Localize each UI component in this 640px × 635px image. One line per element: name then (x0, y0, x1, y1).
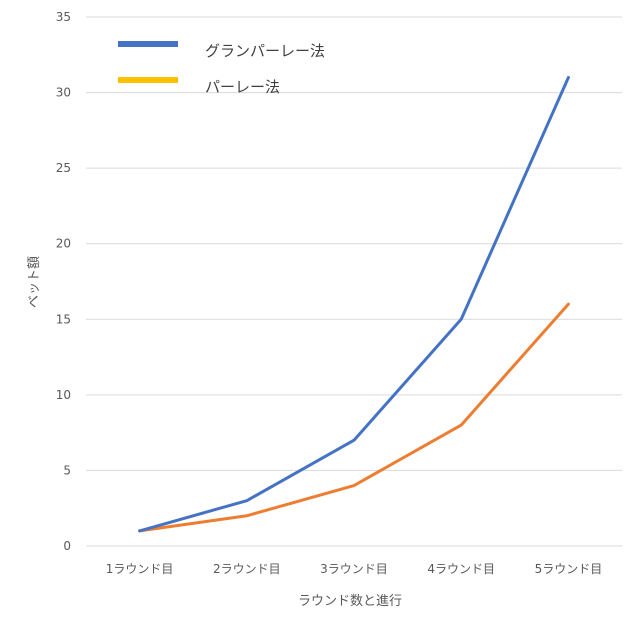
x-axis-title: ラウンド数と進行 (298, 594, 402, 609)
y-tick-label: 10 (56, 388, 71, 402)
legend-swatch-grand-parlay (118, 41, 178, 47)
y-tick-label: 5 (63, 463, 71, 477)
x-tick-label: 5ラウンド目 (535, 562, 603, 576)
series-lines (138, 75, 570, 533)
legend-swatch-parlay (118, 77, 178, 83)
x-tick-label: 1ラウンド目 (106, 562, 174, 576)
grid-lines (86, 16, 622, 547)
y-tick-label: 20 (56, 237, 71, 251)
y-tick-label: 0 (63, 539, 71, 553)
y-tick-label: 30 (56, 86, 71, 100)
x-tick-label: 3ラウンド目 (320, 562, 388, 576)
y-tick-label: 25 (56, 161, 71, 175)
x-tick-label: 2ラウンド目 (213, 562, 281, 576)
x-axis-ticks: 1ラウンド目 2ラウンド目 3ラウンド目 4ラウンド目 5ラウンド目 (106, 562, 602, 576)
series-line-0 (138, 75, 570, 533)
x-tick-label: 4ラウンド目 (427, 562, 495, 576)
legend-label-parlay: パーレー法 (205, 78, 280, 96)
y-tick-label: 15 (56, 312, 71, 326)
y-axis-title: ベット額 (27, 256, 42, 308)
legend: グランパーレー法 パーレー法 (118, 41, 325, 96)
y-tick-label: 35 (56, 10, 71, 24)
y-axis-ticks: 0 5 10 15 20 25 30 35 (56, 10, 71, 553)
series-line-1 (138, 302, 570, 533)
legend-label-grand-parlay: グランパーレー法 (205, 42, 325, 60)
